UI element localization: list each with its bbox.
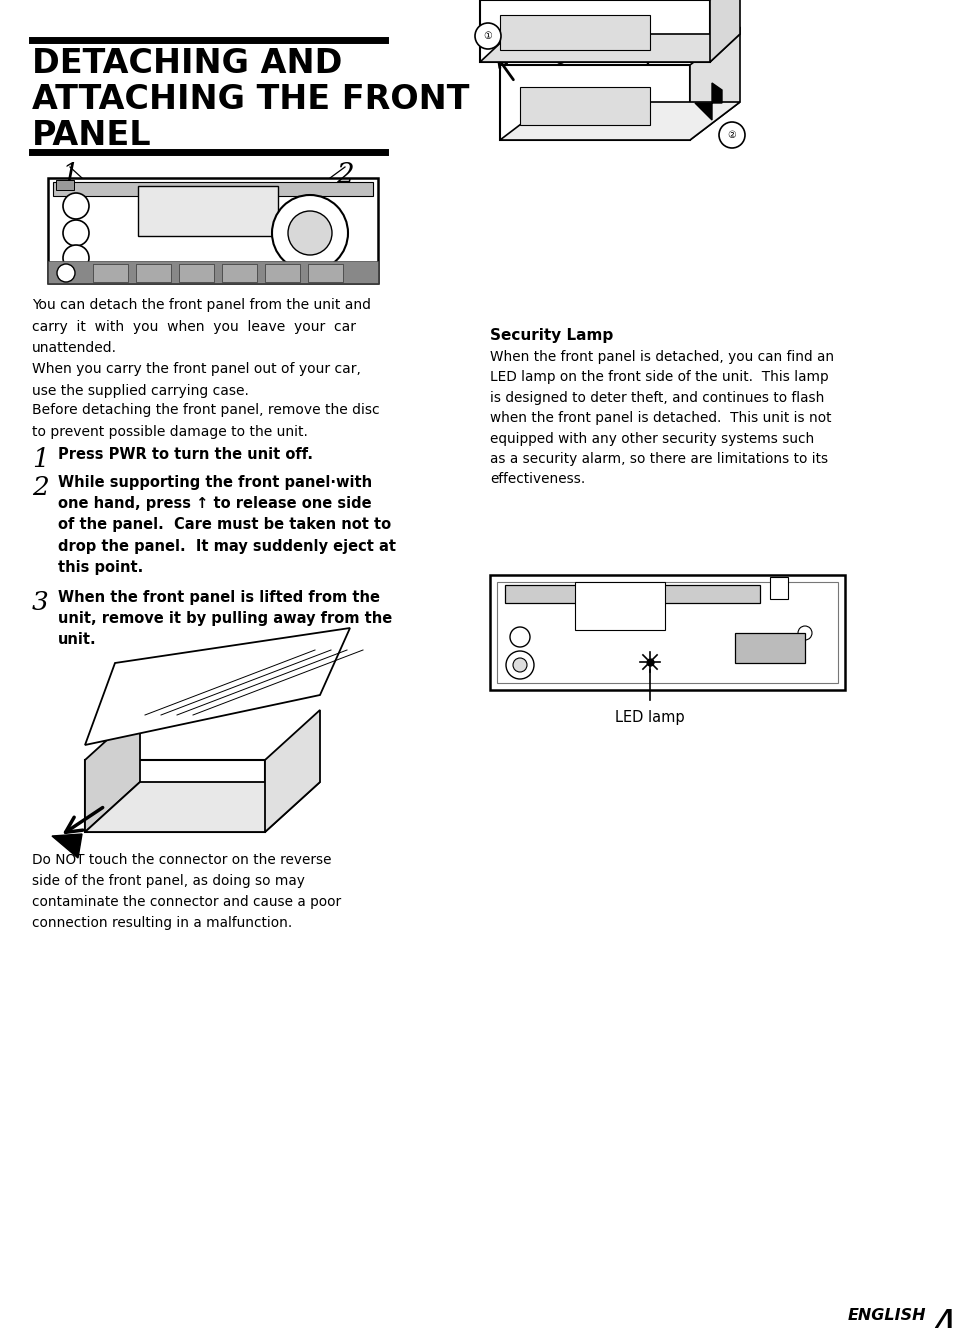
Bar (504, 586, 760, 603)
Polygon shape (709, 0, 740, 62)
Polygon shape (85, 628, 350, 745)
Text: 1: 1 (61, 162, 79, 189)
Circle shape (510, 627, 530, 647)
Text: 4: 4 (931, 1308, 953, 1328)
Text: PANEL: PANEL (32, 120, 152, 151)
Bar (138, 186, 277, 236)
Text: 2: 2 (335, 162, 354, 189)
Bar (490, 575, 844, 691)
Bar (497, 582, 837, 683)
Text: DETACHING AND: DETACHING AND (32, 46, 342, 80)
Bar (92, 264, 128, 282)
Bar (575, 582, 664, 629)
Polygon shape (689, 27, 740, 139)
Circle shape (505, 651, 534, 679)
Bar (769, 576, 787, 599)
Circle shape (272, 195, 348, 271)
Circle shape (57, 264, 75, 282)
Circle shape (475, 23, 500, 49)
Bar (265, 264, 299, 282)
Polygon shape (499, 102, 740, 139)
Circle shape (513, 657, 526, 672)
Bar (479, 0, 709, 62)
Text: You can detach the front panel from the unit and
carry  it  with  you  when  you: You can detach the front panel from the … (32, 297, 371, 356)
Circle shape (63, 193, 89, 219)
Bar (499, 15, 649, 50)
Text: Do NOT touch the connector on the reverse
side of the front panel, as doing so m: Do NOT touch the connector on the revers… (32, 853, 341, 931)
Circle shape (63, 220, 89, 246)
Text: 1: 1 (32, 448, 49, 471)
Text: When the front panel is detached, you can find an
LED lamp on the front side of : When the front panel is detached, you ca… (490, 351, 833, 486)
Bar (308, 264, 343, 282)
Bar (734, 633, 804, 663)
Polygon shape (479, 35, 740, 62)
Bar (48, 262, 377, 283)
Text: 3: 3 (32, 590, 49, 615)
Bar (53, 182, 373, 197)
Text: When the front panel is lifted from the
unit, remove it by pulling away from the: When the front panel is lifted from the … (58, 590, 392, 648)
Text: Press PWR to turn the unit off.: Press PWR to turn the unit off. (58, 448, 313, 462)
Bar (48, 178, 377, 283)
Bar (499, 65, 689, 139)
Text: ②: ② (727, 130, 736, 139)
Bar (519, 88, 649, 125)
Text: Security Lamp: Security Lamp (490, 328, 613, 343)
Text: Attaching the front panel: Attaching the front panel (490, 50, 688, 64)
Text: While supporting the front panel·with
one hand, press ↑ to release one side
of t: While supporting the front panel·with on… (58, 475, 395, 575)
Text: Before detaching the front panel, remove the disc
to prevent possible damage to : Before detaching the front panel, remove… (32, 402, 379, 438)
Circle shape (63, 244, 89, 271)
Bar (56, 181, 74, 190)
Circle shape (719, 122, 744, 147)
Text: 2: 2 (32, 475, 49, 501)
Text: ATTACHING THE FRONT: ATTACHING THE FRONT (32, 82, 469, 116)
Bar (136, 264, 171, 282)
Text: LED lamp: LED lamp (615, 710, 684, 725)
Bar (179, 264, 213, 282)
Polygon shape (52, 834, 82, 858)
FancyArrowPatch shape (66, 807, 103, 833)
Text: When you carry the front panel out of your car,
use the supplied carrying case.: When you carry the front panel out of yo… (32, 363, 360, 397)
Polygon shape (85, 710, 140, 833)
Bar (85, 760, 265, 833)
Polygon shape (265, 710, 319, 833)
Text: ENGLISH: ENGLISH (847, 1308, 925, 1323)
Polygon shape (695, 82, 721, 120)
Polygon shape (85, 782, 319, 833)
Circle shape (288, 211, 332, 255)
Text: ①: ① (483, 31, 492, 41)
Circle shape (797, 625, 811, 640)
Bar (222, 264, 256, 282)
